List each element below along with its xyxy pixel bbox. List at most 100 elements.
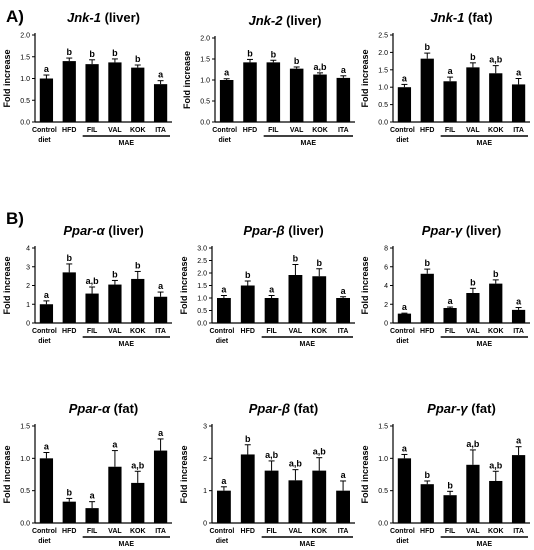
y-axis-label: Fold increase	[360, 49, 370, 107]
category-label: Control diet	[209, 328, 234, 345]
bar	[62, 61, 76, 122]
y-tick-label: 0.0	[20, 120, 30, 127]
category-label-line: Control	[209, 528, 234, 535]
chart-title: Ppar-β (fat)	[249, 401, 318, 416]
bar	[397, 87, 412, 122]
y-axis-label: Fold increase	[360, 256, 370, 314]
chart-title-tissue: (fat)	[468, 401, 496, 416]
category-label: KOK	[311, 528, 327, 535]
category-label-line: diet	[38, 538, 51, 545]
bar	[511, 84, 526, 122]
significance-letter: a	[269, 285, 275, 295]
significance-letter: a	[341, 470, 347, 480]
bar	[420, 273, 434, 323]
significance-letter: a,b	[131, 460, 145, 470]
y-tick-label: 1	[26, 302, 30, 309]
category-label: ITA	[513, 528, 524, 535]
significance-letter: b	[112, 48, 118, 58]
category-label-line: diet	[396, 338, 409, 345]
chart-title-gene: Jnk-2	[249, 13, 284, 28]
significance-letter: a	[158, 70, 164, 80]
y-tick-label: 2.0	[200, 36, 210, 43]
category-label: VAL	[108, 127, 122, 134]
category-label-line: diet	[396, 137, 409, 144]
bar	[289, 68, 304, 122]
category-label-line: Control	[32, 127, 57, 134]
group-label: MAE	[119, 140, 135, 147]
group-label: MAE	[119, 341, 135, 348]
category-label: HFD	[241, 328, 255, 335]
bar	[108, 62, 122, 122]
bar	[443, 495, 457, 523]
category-label: KOK	[130, 127, 146, 134]
y-tick-label: 2.0	[378, 50, 388, 57]
significance-letter: b	[271, 49, 277, 59]
y-tick-label: 0.0	[20, 521, 30, 528]
chart-7: Ppar-α (fat) 0.0 0.5 1.0 1.5 Fold increase a Co…	[2, 401, 172, 548]
significance-letter: a	[221, 285, 227, 295]
bar	[131, 67, 145, 122]
significance-letter: a,b	[313, 62, 327, 72]
y-tick-label: 2	[384, 302, 388, 309]
significance-letter: a	[158, 281, 164, 291]
category-label: Control diet	[390, 127, 415, 144]
y-tick-label: 8	[384, 246, 388, 253]
group-label: MAE	[300, 541, 316, 548]
significance-letter: b	[294, 56, 300, 66]
chart-title: Jnk-1 (liver)	[67, 10, 140, 25]
y-tick-label: 6	[384, 264, 388, 271]
category-label-line: diet	[38, 137, 51, 144]
bar	[85, 293, 99, 323]
chart-title: Jnk-1 (fat)	[430, 10, 492, 25]
category-label: ITA	[155, 127, 166, 134]
y-tick-label: 0.0	[378, 120, 388, 127]
category-label-line: Control	[390, 528, 415, 535]
significance-letter: b	[135, 54, 141, 64]
category-label: FIL	[87, 528, 98, 535]
bar	[397, 458, 412, 523]
group-label: MAE	[477, 541, 493, 548]
significance-letter: a	[221, 476, 227, 486]
significance-letter: b	[447, 480, 453, 490]
chart-title-gene: Ppar-γ	[422, 223, 463, 238]
category-label: FIL	[445, 127, 456, 134]
significance-letter: b	[470, 277, 476, 287]
bar	[336, 298, 350, 323]
y-tick-label: 1.0	[200, 78, 210, 85]
significance-letter: b	[493, 269, 499, 279]
category-label: HFD	[62, 127, 76, 134]
category-label: KOK	[130, 328, 146, 335]
y-tick-label: 1.5	[200, 57, 210, 64]
category-label: FIL	[445, 528, 456, 535]
chart-title: Jnk-2 (liver)	[249, 13, 322, 28]
y-tick-label: 0.5	[197, 308, 207, 315]
category-label: VAL	[466, 127, 480, 134]
category-label-line: Control	[32, 528, 57, 535]
significance-letter: b	[89, 49, 95, 59]
y-tick-label: 1.0	[20, 76, 30, 83]
category-label: FIL	[266, 528, 277, 535]
y-tick-label: 2.0	[197, 271, 207, 278]
category-label: KOK	[488, 528, 504, 535]
y-axis-label: Fold increase	[360, 445, 370, 503]
chart-title-tissue: (liver)	[282, 13, 321, 28]
category-label: ITA	[338, 528, 349, 535]
group-label: MAE	[477, 341, 493, 348]
y-tick-label: 0.0	[378, 521, 388, 528]
bar	[397, 313, 412, 323]
category-label: Control diet	[390, 528, 415, 545]
significance-letter: a	[516, 436, 522, 446]
category-label: HFD	[241, 528, 255, 535]
bar	[489, 283, 503, 323]
bar	[489, 480, 503, 523]
bar	[288, 275, 303, 323]
charts-container: Jnk-1 (liver) 0.0 0.5 1.0 1.5 2.0 Fold increas…	[2, 10, 530, 548]
bar	[264, 470, 279, 523]
category-label-line: diet	[38, 338, 51, 345]
significance-letter: b	[425, 258, 431, 268]
category-label: FIL	[268, 127, 279, 134]
y-tick-label: 1.5	[20, 54, 30, 61]
chart-title: Ppar-α (fat)	[69, 401, 138, 416]
category-label: Control diet	[212, 127, 237, 144]
chart-title: Ppar-β (liver)	[243, 223, 323, 238]
